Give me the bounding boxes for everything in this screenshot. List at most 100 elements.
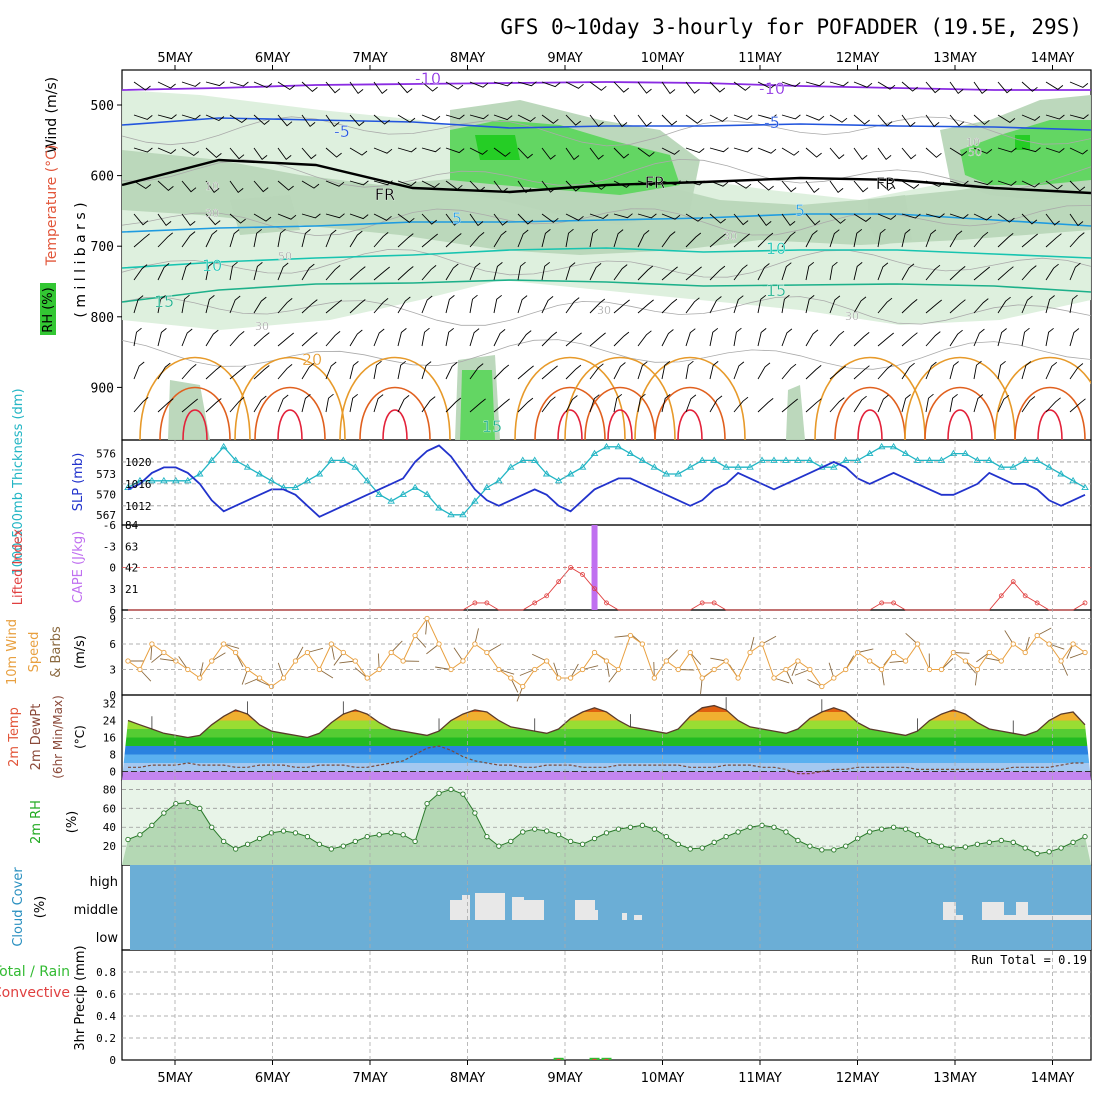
wind-barb bbox=[493, 398, 510, 413]
thickness-tick-label: 570 bbox=[96, 488, 116, 501]
lifted-index-point bbox=[604, 600, 609, 606]
contour-label: 30 bbox=[845, 310, 859, 323]
p-tick-label: 800 bbox=[91, 311, 114, 326]
thickness-point bbox=[794, 456, 802, 463]
wind-barb bbox=[1069, 363, 1084, 380]
wind-speed-point bbox=[1010, 641, 1016, 647]
wind-barb bbox=[637, 330, 652, 347]
wind-barb bbox=[157, 362, 171, 380]
rh-point bbox=[232, 846, 239, 852]
wind-barb bbox=[373, 180, 393, 186]
contour-label: 30 bbox=[255, 320, 269, 333]
wind-speed-point bbox=[244, 666, 251, 673]
wind-barb bbox=[493, 230, 507, 248]
wind-barb bbox=[493, 262, 503, 281]
thickness-point bbox=[578, 463, 587, 470]
wind-barb bbox=[901, 332, 918, 347]
rh-point bbox=[723, 834, 729, 840]
date-label-top: 6MAY bbox=[255, 51, 290, 66]
contour-label: FR bbox=[876, 174, 896, 193]
wind-barb bbox=[301, 180, 320, 189]
wind-barb bbox=[349, 361, 359, 380]
wind-tick-label: 3 bbox=[109, 664, 116, 677]
rh-point bbox=[627, 824, 634, 830]
lifted-index-point bbox=[484, 600, 490, 606]
date-label-bottom: 12MAY bbox=[836, 1071, 880, 1086]
thickness-point bbox=[1033, 456, 1041, 463]
rh-contour-line bbox=[122, 158, 1091, 190]
rh-point bbox=[532, 826, 538, 832]
wind-barb bbox=[493, 294, 502, 314]
wind-barb bbox=[829, 397, 845, 413]
isotherm-25-loop bbox=[834, 386, 906, 440]
wind-barb bbox=[157, 263, 170, 281]
contour-label: 15 bbox=[154, 292, 174, 311]
wind-barb bbox=[181, 294, 190, 314]
wind-speed-point bbox=[209, 658, 215, 664]
wind-barb bbox=[157, 398, 174, 413]
isotherm-25-loop bbox=[534, 386, 606, 440]
wind-barb bbox=[661, 180, 681, 186]
temp-band bbox=[122, 746, 1091, 755]
wind-barb bbox=[781, 147, 800, 156]
rh-point bbox=[436, 790, 442, 796]
rh-shading-area bbox=[168, 380, 210, 440]
wind-barb bbox=[229, 261, 238, 281]
lifted-index-point bbox=[592, 586, 597, 592]
wind-barb bbox=[349, 393, 358, 413]
wind-barb bbox=[757, 81, 776, 89]
wind-barb bbox=[1069, 262, 1081, 281]
wind-10m-barb bbox=[965, 660, 977, 674]
wind-barb bbox=[469, 213, 484, 227]
wind-barb bbox=[541, 331, 558, 347]
rh-point bbox=[687, 846, 693, 852]
wind-barb bbox=[589, 332, 606, 347]
wind-barb bbox=[253, 332, 270, 347]
wind-barb bbox=[349, 329, 363, 347]
wind-tick-label: 0 bbox=[109, 689, 116, 702]
wind-speed-point bbox=[173, 658, 179, 664]
rh-shading-area bbox=[868, 195, 912, 245]
wind-barb bbox=[277, 332, 294, 347]
wind-barb bbox=[781, 398, 798, 413]
wind-barb bbox=[925, 361, 937, 380]
wind-10m-barb bbox=[510, 677, 519, 693]
wind-barb bbox=[157, 114, 177, 120]
wind-barb bbox=[853, 395, 867, 413]
wind-barb bbox=[517, 261, 526, 281]
wind-barb bbox=[1045, 397, 1061, 413]
wind-barb bbox=[973, 114, 990, 125]
wind-barb bbox=[325, 361, 337, 380]
wind-barb bbox=[1069, 294, 1078, 314]
wind-speed-point bbox=[400, 658, 406, 664]
thickness-point bbox=[961, 449, 970, 457]
rh-point bbox=[819, 847, 825, 853]
thickness-point bbox=[327, 456, 336, 463]
wind-barb bbox=[517, 330, 532, 347]
rh-shading-area bbox=[230, 195, 300, 235]
wind-barb bbox=[781, 114, 801, 120]
cloud-cover-bar bbox=[1004, 915, 1016, 920]
wind-barb bbox=[349, 81, 364, 95]
wind-10m-barb bbox=[1066, 643, 1074, 659]
thickness-point bbox=[698, 456, 706, 463]
date-label-top: 7MAY bbox=[352, 51, 387, 66]
wind-10m-barb bbox=[453, 647, 464, 662]
wind-barb bbox=[421, 327, 430, 347]
wind-barb bbox=[565, 81, 584, 89]
wind-barb bbox=[301, 81, 318, 92]
rh-point bbox=[699, 845, 705, 851]
wind-barb bbox=[421, 265, 437, 281]
wind-barb bbox=[997, 147, 1017, 153]
rh-point bbox=[400, 832, 406, 838]
wind-barb bbox=[253, 147, 268, 161]
wind-speed-point bbox=[926, 666, 933, 673]
wind-barb bbox=[709, 327, 719, 347]
wind-barb bbox=[277, 81, 296, 91]
wind-barb bbox=[637, 393, 646, 413]
wind-barb bbox=[421, 233, 438, 248]
wind-barb bbox=[613, 180, 632, 188]
wind-barb bbox=[325, 147, 342, 158]
y-axis-label-2m-temp: 2m Temp bbox=[7, 707, 22, 767]
slp-tick-label: 1012 bbox=[125, 500, 152, 513]
